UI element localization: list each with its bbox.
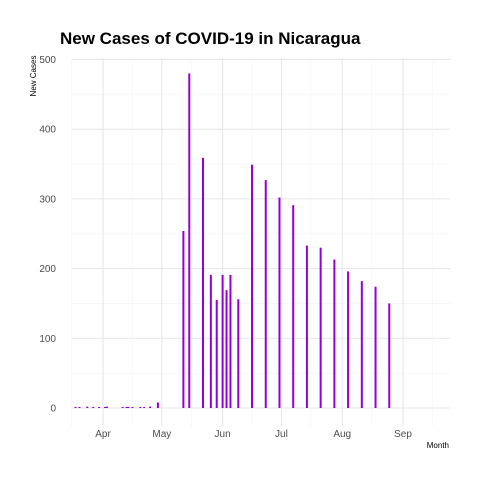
bar xyxy=(156,402,159,408)
y-tick-label: 0 xyxy=(50,404,56,415)
bar xyxy=(209,274,212,408)
x-tick-label: May xyxy=(152,429,171,440)
bar xyxy=(86,406,89,408)
y-axis-label: New Cases xyxy=(29,56,38,97)
bar xyxy=(188,73,191,408)
x-tick-label: Jul xyxy=(275,429,288,440)
y-tick-label: 200 xyxy=(39,264,56,275)
bar xyxy=(149,406,152,408)
bar xyxy=(105,406,108,408)
bar xyxy=(229,274,232,408)
y-tick-label: 400 xyxy=(39,125,56,136)
bar xyxy=(92,407,95,408)
y-tick-label: 300 xyxy=(39,194,56,205)
bar xyxy=(127,407,130,408)
bar xyxy=(215,299,218,408)
bar xyxy=(278,197,281,408)
bar xyxy=(139,407,142,408)
bar xyxy=(237,299,240,408)
bar xyxy=(121,407,124,408)
x-axis-label: Month xyxy=(427,441,449,450)
bar xyxy=(360,281,363,408)
bar xyxy=(131,407,134,408)
bar xyxy=(98,407,101,408)
bar xyxy=(103,407,106,408)
bar xyxy=(74,407,77,408)
x-tick-label: Jun xyxy=(215,429,231,440)
bar xyxy=(182,230,185,408)
bar xyxy=(225,290,228,408)
bar xyxy=(333,259,336,408)
bar xyxy=(319,247,322,408)
bar xyxy=(374,286,377,408)
bar xyxy=(305,245,308,408)
x-tick-label: Aug xyxy=(333,429,351,440)
y-tick-label: 100 xyxy=(39,334,56,345)
bar xyxy=(347,271,350,408)
chart-title: New Cases of COVID-19 in Nicaragua xyxy=(60,29,361,48)
bar xyxy=(264,180,267,408)
bar xyxy=(292,205,295,408)
bar xyxy=(251,164,254,408)
x-tick-label: Sep xyxy=(394,429,412,440)
bar xyxy=(143,407,146,408)
tick-labels: 0 100 200 300 400 500 Apr May Jun Jul Aug Sep xyxy=(39,55,412,440)
bar xyxy=(78,407,81,408)
gridlines xyxy=(71,58,450,426)
bar xyxy=(125,407,128,408)
bar xyxy=(202,157,204,408)
bar xyxy=(221,274,224,408)
x-tick-label: Apr xyxy=(95,429,111,440)
bar xyxy=(388,303,391,408)
bars xyxy=(74,73,391,408)
y-tick-label: 500 xyxy=(39,55,56,66)
